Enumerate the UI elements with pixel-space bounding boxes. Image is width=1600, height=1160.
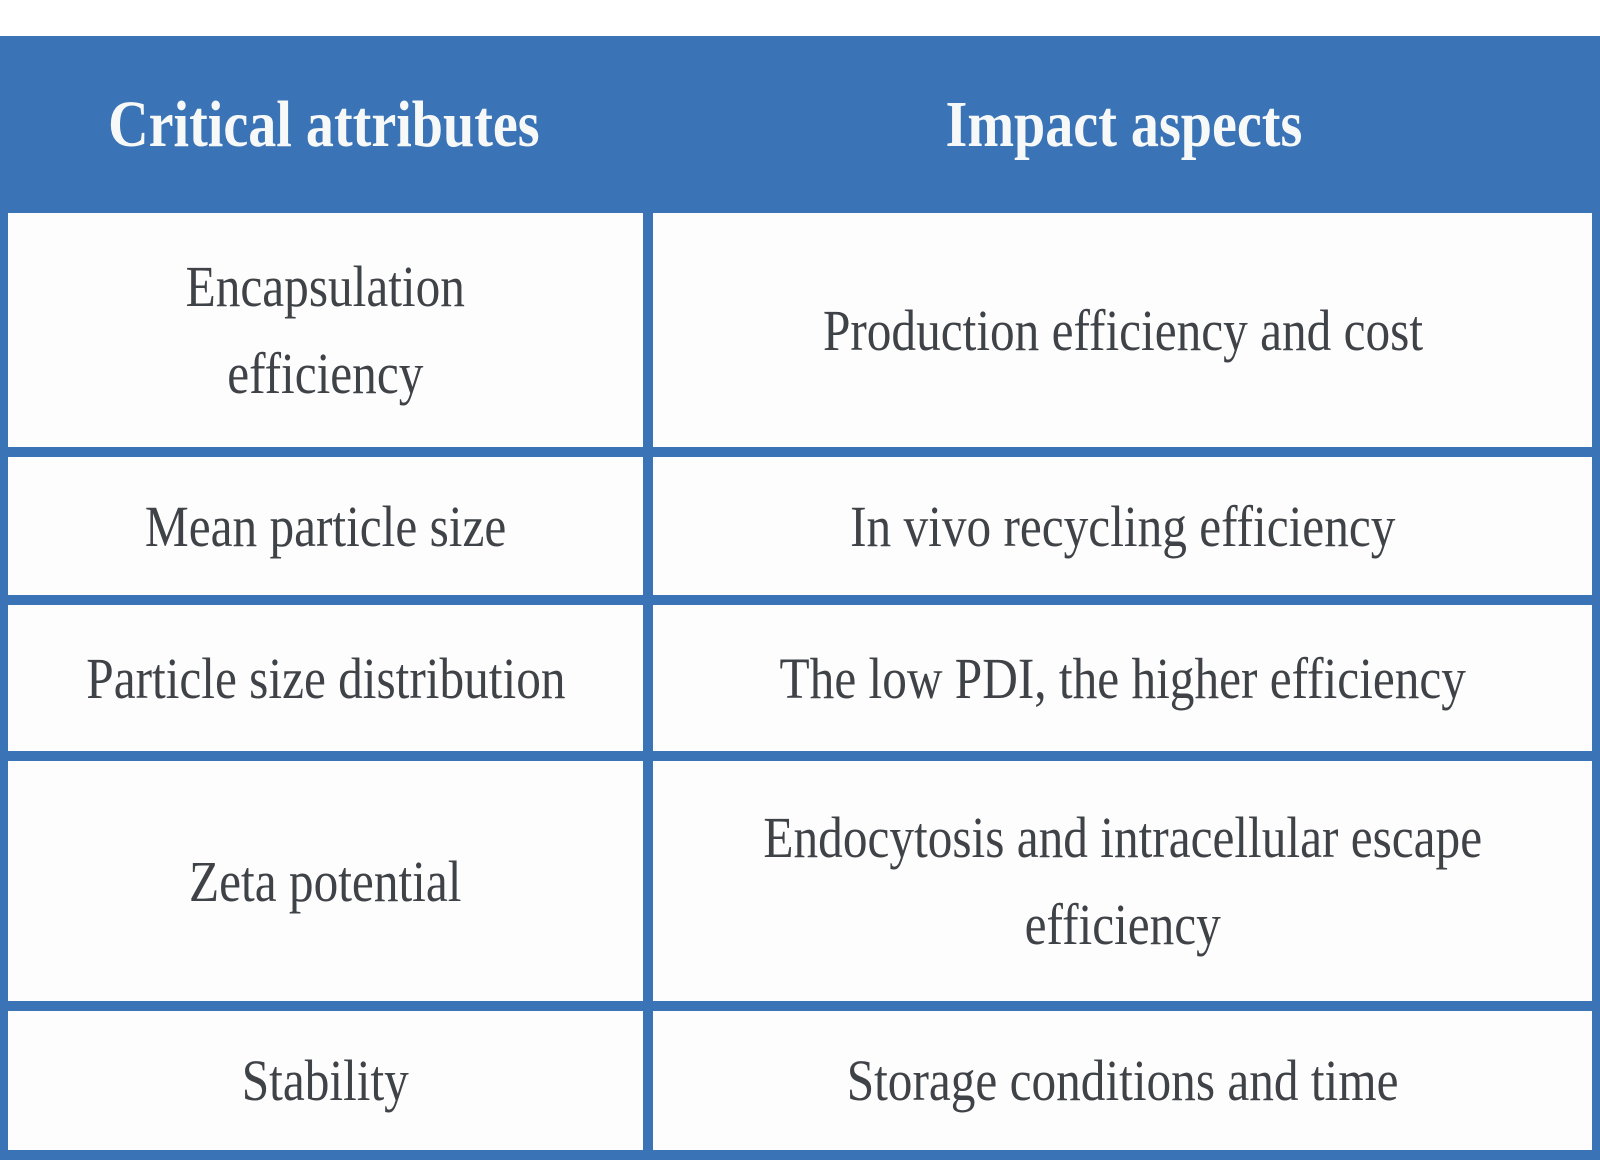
- cell-text: Zeta potential: [189, 848, 462, 914]
- table-row-4-attribute-cell: Zeta potential: [8, 761, 643, 1001]
- header-label-impact-aspects: Impact aspects: [945, 87, 1303, 161]
- cell-text: Storage conditions and time: [846, 1048, 1399, 1113]
- cell-text: In vivo recycling efficiency: [849, 493, 1396, 559]
- table-row-2-attribute-cell: Mean particle size: [8, 457, 643, 595]
- attributes-impact-table: Critical attributes Impact aspects Encap…: [0, 36, 1600, 1160]
- cell-text: Mean particle size: [144, 493, 507, 559]
- table-body: Encapsulation efficiency Production effi…: [0, 213, 1600, 1160]
- header-label-critical-attributes: Critical attributes: [108, 87, 540, 161]
- table-row-3-attribute-cell: Particle size distribution: [8, 605, 643, 751]
- table-row-4-impact-cell: Endocytosis and intracellular escape eff…: [653, 761, 1592, 1001]
- cell-text: Encapsulation efficiency: [185, 254, 466, 406]
- table-header-row: Critical attributes Impact aspects: [0, 36, 1600, 213]
- table-row-1-attribute-cell: Encapsulation efficiency: [8, 213, 643, 447]
- cell-text: Stability: [241, 1048, 410, 1113]
- cell-text: Particle size distribution: [85, 645, 566, 711]
- header-cell-impact-aspects: Impact aspects: [648, 36, 1600, 213]
- table-row-5-impact-cell: Storage conditions and time: [653, 1011, 1592, 1150]
- table-row-3-impact-cell: The low PDI, the higher efficiency: [653, 605, 1592, 751]
- table-row-5-attribute-cell: Stability: [8, 1011, 643, 1150]
- cell-text: Production efficiency and cost: [822, 297, 1423, 363]
- cell-text: Endocytosis and intracellular escape eff…: [763, 805, 1482, 957]
- table-row-2-impact-cell: In vivo recycling efficiency: [653, 457, 1592, 595]
- cell-text: The low PDI, the higher efficiency: [779, 645, 1466, 711]
- header-cell-critical-attributes: Critical attributes: [0, 36, 648, 213]
- table-row-1-impact-cell: Production efficiency and cost: [653, 213, 1592, 447]
